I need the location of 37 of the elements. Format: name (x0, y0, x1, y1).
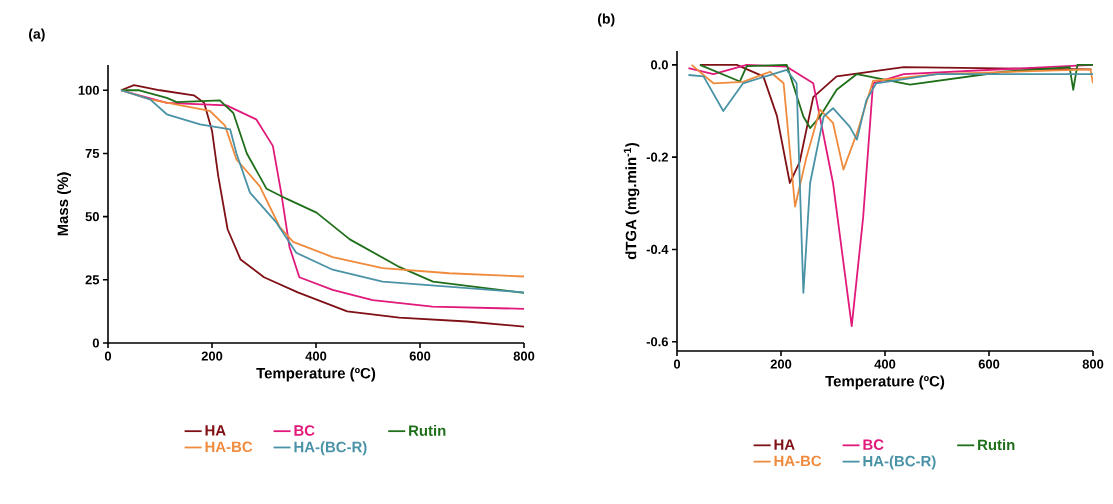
legend-label: HA (205, 425, 226, 436)
x-tick-label: 200 (201, 351, 223, 361)
line-series (690, 63, 1094, 208)
y-axis-title: dTGA (mg.min$^{-1}$) (623, 142, 640, 260)
x-tick-label: 600 (409, 351, 431, 361)
x-tick-label: 400 (305, 351, 327, 361)
y-tick-label: 25 (85, 275, 100, 285)
legend-label: BC (294, 425, 315, 436)
legend-label: Rutin (409, 425, 446, 436)
y-tick-label: 50 (85, 212, 99, 222)
x-tick-label: 0 (673, 359, 681, 369)
x-axis-title: Temperature (ºC) (256, 367, 376, 382)
y-tick-label: 75 (85, 148, 100, 158)
x-tick-label: 600 (978, 359, 1000, 369)
legend-label: HA-BC (774, 455, 822, 467)
chart-title: (a) (29, 28, 45, 42)
legend-label: HA-(BC-R) (863, 455, 936, 470)
y-tick-label: 0.0 (651, 60, 668, 70)
y-tick-label: 0 (92, 338, 99, 348)
x-tick-label: 800 (1082, 359, 1104, 369)
line-series (698, 63, 1094, 129)
legend-label: HA-BC (205, 441, 253, 453)
x-tick-label: 200 (770, 359, 792, 369)
legend-label: HA-(BC-R) (294, 441, 367, 456)
y-tick-label: -0.2 (646, 152, 668, 162)
legend-label: BC (863, 439, 884, 450)
y-tick-label: -0.4 (646, 244, 669, 255)
x-axis-title: Temperature (ºC) (825, 375, 945, 390)
x-tick-label: 400 (874, 359, 896, 369)
legend-label: HA (774, 439, 795, 450)
x-tick-label: 0 (104, 351, 112, 361)
y-tick-label: 100 (78, 85, 99, 95)
legend-label: Rutin (978, 439, 1015, 451)
y-axis-title: Mass (%) (57, 172, 72, 236)
chart-title: (b) (598, 13, 615, 27)
x-tick-label: 800 (513, 351, 535, 361)
y-tick-label: -0.6 (646, 337, 669, 347)
